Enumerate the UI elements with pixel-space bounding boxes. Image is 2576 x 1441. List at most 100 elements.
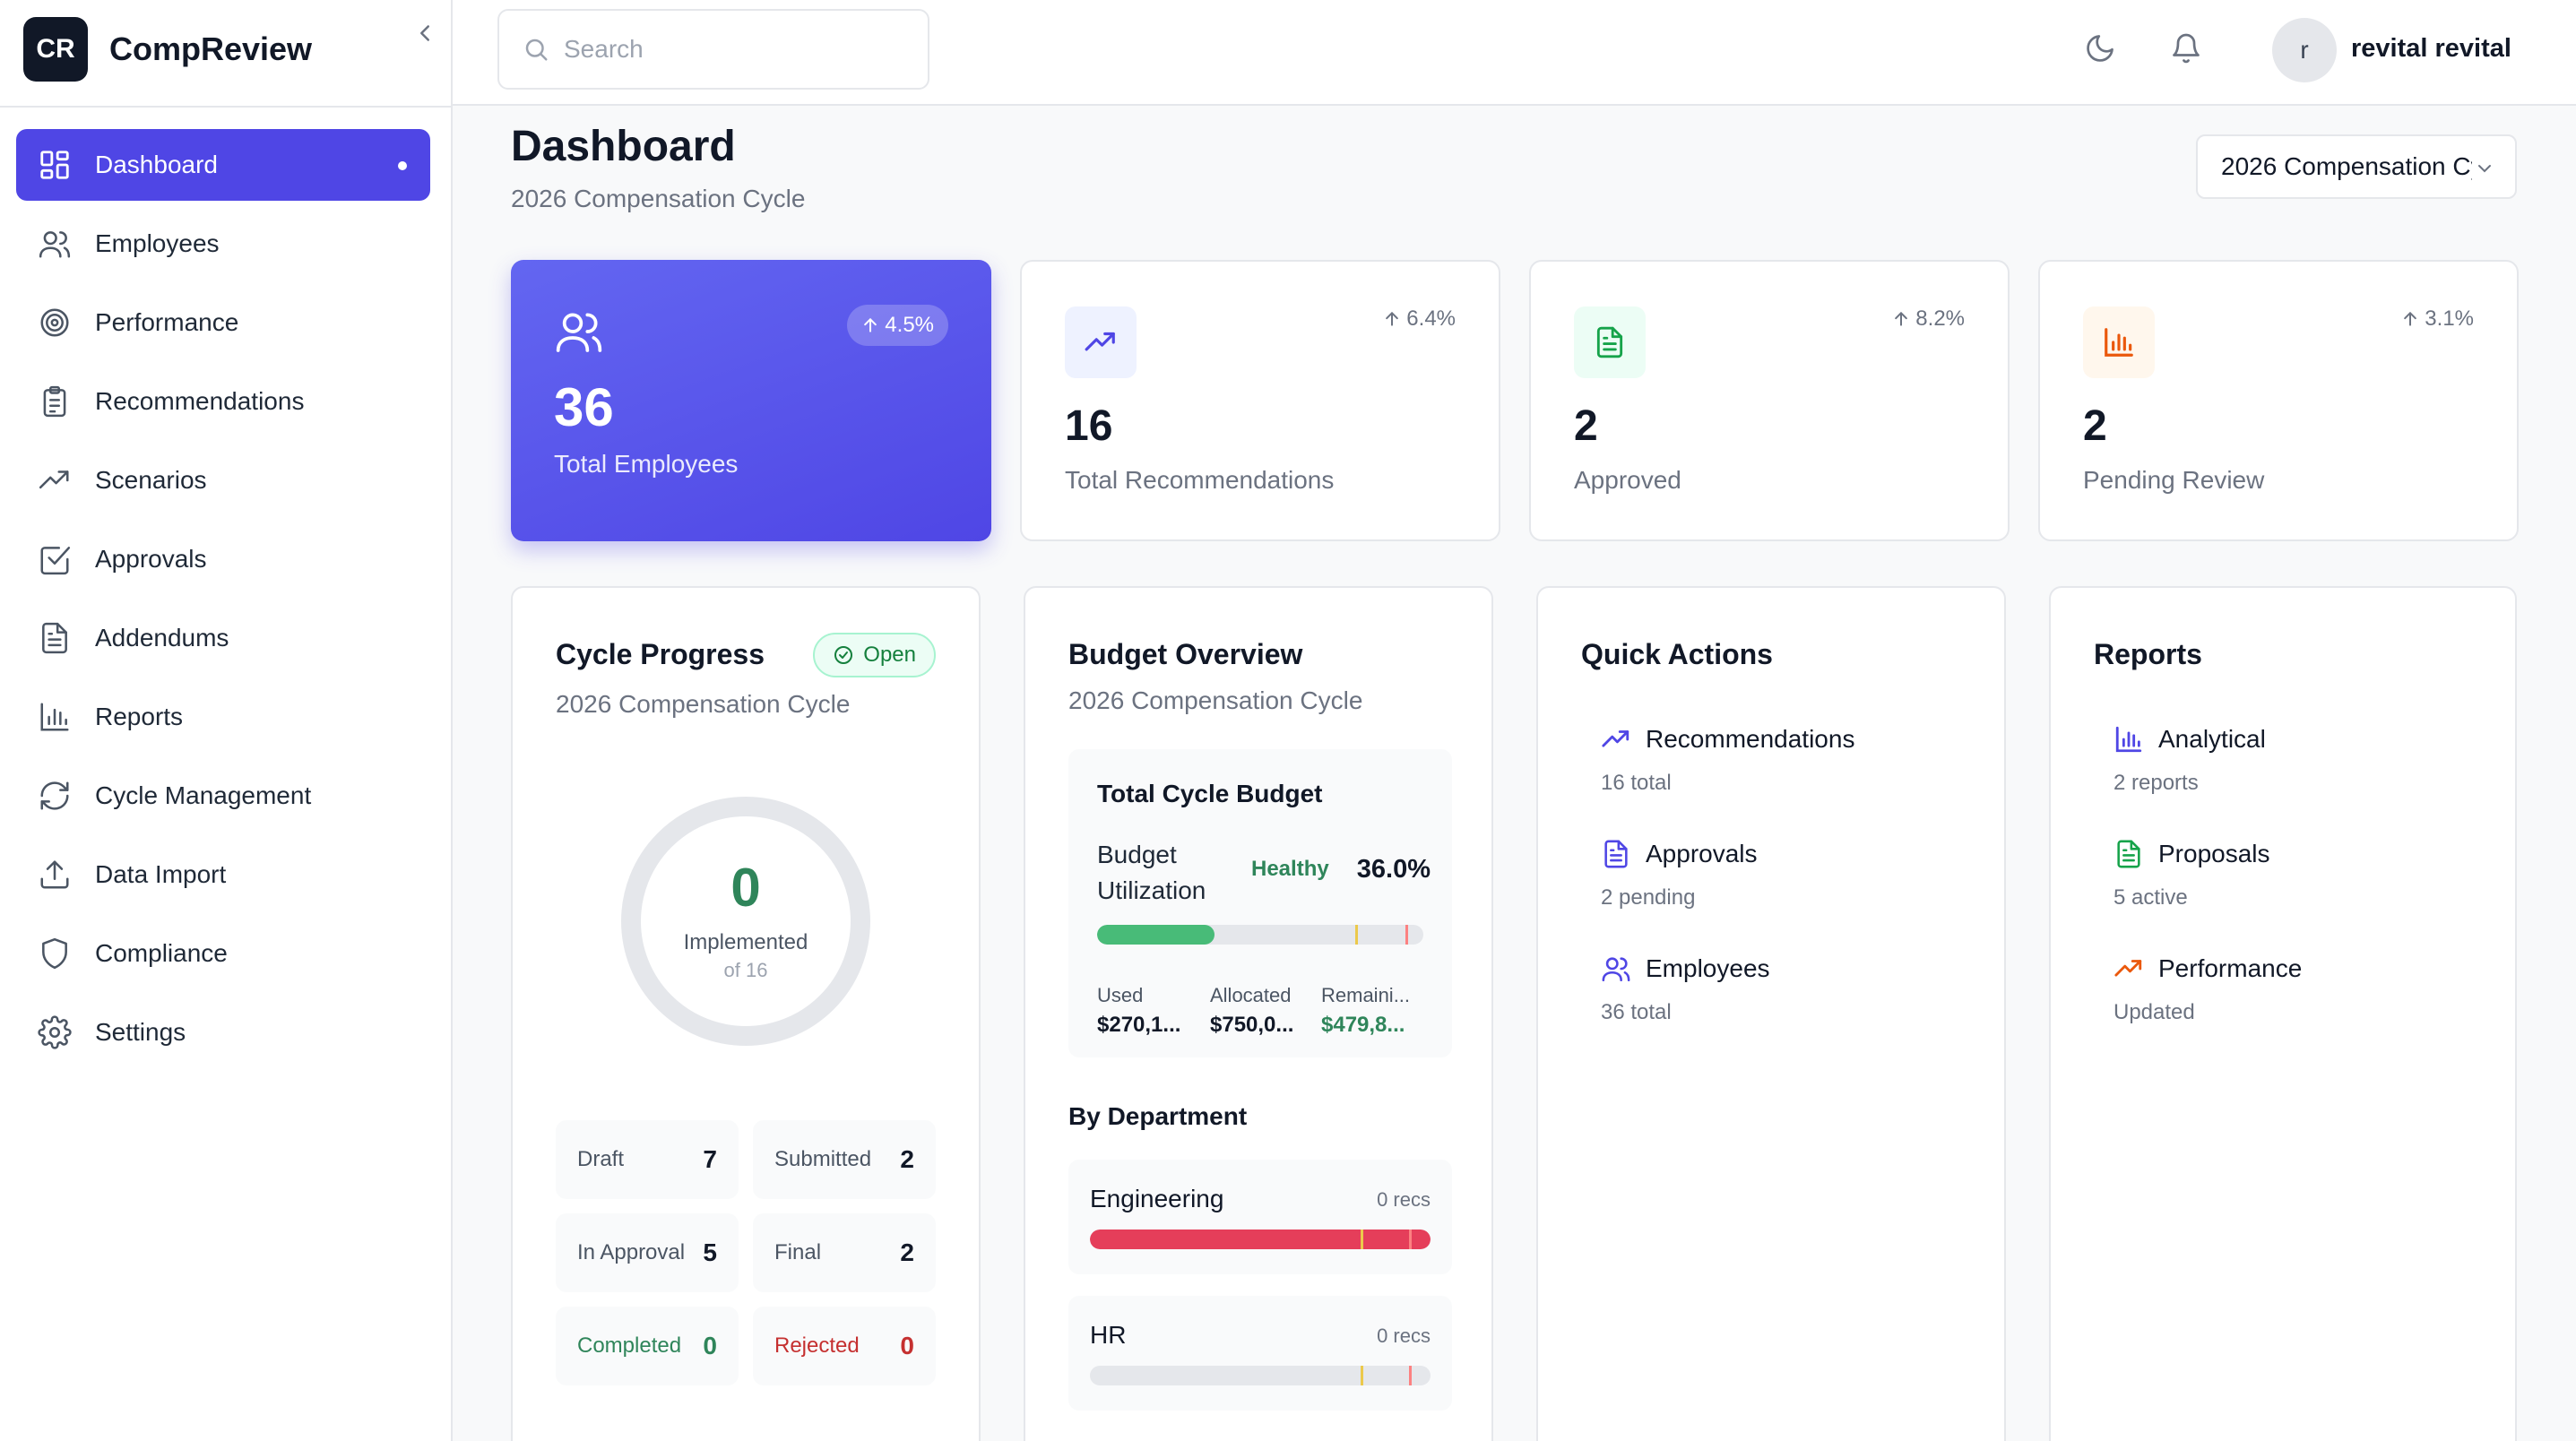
brand-logo: CR — [23, 17, 88, 82]
bell-icon[interactable] — [2170, 32, 2202, 65]
clipboard-icon — [38, 384, 72, 418]
sidebar-item-approvals[interactable]: Approvals — [16, 523, 430, 595]
sidebar-item-dashboard[interactable]: Dashboard — [16, 129, 430, 201]
bar-chart-icon — [2114, 724, 2158, 755]
sidebar-item-reports[interactable]: Reports — [16, 681, 430, 753]
sidebar-item-settings[interactable]: Settings — [16, 997, 430, 1068]
trend-indicator: 8.2% — [1892, 306, 1965, 332]
budget-used: Used $270,1... — [1097, 984, 1214, 1038]
gear-icon — [38, 1015, 72, 1049]
search-input[interactable] — [564, 35, 904, 64]
stat-card-total-recommendations[interactable]: 6.4% 16 Total Recommendations — [1020, 260, 1500, 541]
department-threshold-marker-warning — [1361, 1230, 1363, 1249]
search-box[interactable] — [497, 9, 929, 90]
department-name: HR — [1090, 1321, 1127, 1349]
avatar[interactable]: r — [2272, 18, 2337, 82]
report-sub: 5 active — [2114, 885, 2188, 910]
by-department-heading: By Department — [1068, 1102, 1248, 1130]
user-name[interactable]: revital revital — [2351, 34, 2511, 63]
sidebar-item-label: Reports — [95, 703, 184, 730]
budget-allocated-value: $750,0... — [1210, 1013, 1294, 1037]
upload-icon — [38, 858, 72, 892]
reports-panel: Reports Analytical 2 reports Proposals 5… — [2049, 586, 2517, 1441]
cycle-select[interactable]: 2026 Compensation Cycle — [2196, 134, 2517, 199]
status-tile-value: 7 — [703, 1145, 717, 1173]
brand[interactable]: CR CompReview — [23, 16, 436, 82]
budget-utilization-bar — [1097, 925, 1423, 945]
sidebar-divider — [0, 106, 453, 108]
department-row-hr[interactable]: HR 0 recs — [1068, 1296, 1452, 1411]
trend-value: 3.1% — [2425, 306, 2474, 331]
file-text-icon — [1601, 839, 1646, 869]
stat-label: Total Recommendations — [1065, 466, 1335, 494]
sidebar-item-scenarios[interactable]: Scenarios — [16, 444, 430, 516]
panel-subtitle: 2026 Compensation Cycle — [556, 690, 851, 718]
target-icon — [38, 306, 72, 340]
budget-health-badge: Healthy — [1251, 857, 1329, 881]
panel-title: Cycle Progress — [556, 638, 765, 670]
sidebar-item-compliance[interactable]: Compliance — [16, 918, 430, 989]
quick-action-approvals[interactable]: Approvals 2 pending — [1601, 839, 1977, 910]
file-text-icon — [1593, 325, 1627, 359]
collapse-sidebar-icon[interactable] — [411, 20, 438, 47]
moon-icon[interactable] — [2084, 32, 2116, 65]
quick-action-employees[interactable]: Employees 36 total — [1601, 953, 1977, 1025]
status-tile-in-approval[interactable]: In Approval 5 — [556, 1213, 739, 1292]
department-row-engineering[interactable]: Engineering 0 recs — [1068, 1160, 1452, 1274]
budget-utilization-label: Budget Utilization — [1097, 841, 1206, 904]
stat-value: 36 — [554, 377, 614, 437]
trend-indicator: 3.1% — [2401, 306, 2474, 332]
bar-chart-icon — [2102, 325, 2136, 359]
status-tile-final[interactable]: Final 2 — [753, 1213, 936, 1292]
budget-used-value: $270,1... — [1097, 1013, 1181, 1037]
report-label: Proposals — [2158, 840, 2270, 867]
sidebar-item-recommendations[interactable]: Recommendations — [16, 366, 430, 437]
sidebar-item-addendums[interactable]: Addendums — [16, 602, 430, 674]
panel-title: Reports — [2094, 638, 2202, 670]
trending-up-icon — [38, 463, 72, 497]
report-performance[interactable]: Performance Updated — [2114, 953, 2490, 1025]
quick-action-recommendations[interactable]: Recommendations 16 total — [1601, 724, 1977, 796]
sidebar-item-label: Compliance — [95, 939, 228, 967]
progress-ring — [621, 797, 870, 1046]
stat-card-approved[interactable]: 8.2% 2 Approved — [1529, 260, 2010, 541]
stat-value: 2 — [1574, 402, 1598, 450]
status-badge: Open — [813, 633, 936, 677]
report-label: Performance — [2158, 954, 2303, 982]
sidebar-item-data-import[interactable]: Data Import — [16, 839, 430, 910]
status-tile-submitted[interactable]: Submitted 2 — [753, 1120, 936, 1199]
budget-utilization-fill — [1097, 925, 1215, 945]
sidebar-item-cycle-management[interactable]: Cycle Management — [16, 760, 430, 832]
report-sub: Updated — [2114, 1000, 2195, 1024]
file-text-icon — [2114, 839, 2158, 869]
status-tile-rejected[interactable]: Rejected 0 — [753, 1307, 936, 1385]
status-tile-label: Rejected — [774, 1333, 860, 1358]
sidebar-item-employees[interactable]: Employees — [16, 208, 430, 280]
sidebar-item-label: Cycle Management — [95, 781, 312, 809]
search-icon — [523, 36, 549, 63]
implemented-label: Implemented — [683, 930, 808, 954]
file-text-icon — [38, 621, 72, 655]
sidebar-item-label: Recommendations — [95, 387, 305, 415]
stat-icon-box — [1574, 306, 1646, 378]
users-icon — [1601, 953, 1646, 984]
stat-card-total-employees[interactable]: 4.5% 36 Total Employees — [511, 260, 991, 541]
report-analytical[interactable]: Analytical 2 reports — [2114, 724, 2490, 796]
stat-card-pending-review[interactable]: 3.1% 2 Pending Review — [2038, 260, 2519, 541]
stat-label: Pending Review — [2083, 466, 2265, 494]
department-threshold-marker-warning — [1361, 1366, 1363, 1385]
budget-used-label: Used — [1097, 984, 1144, 1006]
department-threshold-marker-critical — [1409, 1366, 1412, 1385]
status-tile-label: In Approval — [577, 1240, 686, 1264]
sidebar-item-performance[interactable]: Performance — [16, 287, 430, 358]
panel-title: Quick Actions — [1581, 638, 1773, 670]
report-proposals[interactable]: Proposals 5 active — [2114, 839, 2490, 910]
stat-label: Total Employees — [554, 450, 739, 478]
status-tile-completed[interactable]: Completed 0 — [556, 1307, 739, 1385]
cycle-select-value: 2026 Compensation Cycle — [2221, 152, 2472, 180]
status-tile-draft[interactable]: Draft 7 — [556, 1120, 739, 1199]
dashboard-grid-icon — [38, 148, 72, 182]
report-sub: 2 reports — [2114, 771, 2199, 795]
sidebar-item-label: Performance — [95, 308, 239, 336]
quick-action-label: Approvals — [1646, 840, 1758, 867]
